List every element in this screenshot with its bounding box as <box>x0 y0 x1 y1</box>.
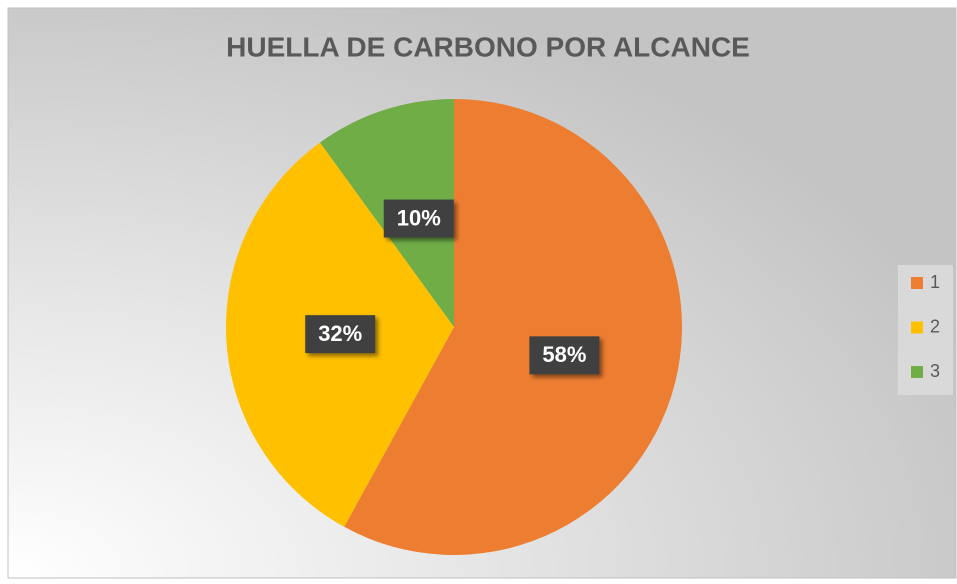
data-label-box <box>305 315 376 354</box>
pie-slice <box>344 99 683 555</box>
legend-label: 1 <box>930 272 940 292</box>
data-label-box <box>383 199 454 238</box>
data-label: 32% <box>318 321 362 346</box>
legend-swatch <box>911 321 923 334</box>
data-label: 58% <box>542 342 586 367</box>
legend-label: 3 <box>930 361 940 381</box>
legend-label: 2 <box>930 316 940 336</box>
legend-swatch <box>911 366 923 378</box>
legend-box <box>898 265 953 395</box>
legend-swatch <box>911 277 923 289</box>
data-label: 10% <box>397 205 441 230</box>
data-label-box <box>529 336 600 375</box>
chart-title: HUELLA DE CARBONO POR ALCANCE <box>226 31 750 62</box>
